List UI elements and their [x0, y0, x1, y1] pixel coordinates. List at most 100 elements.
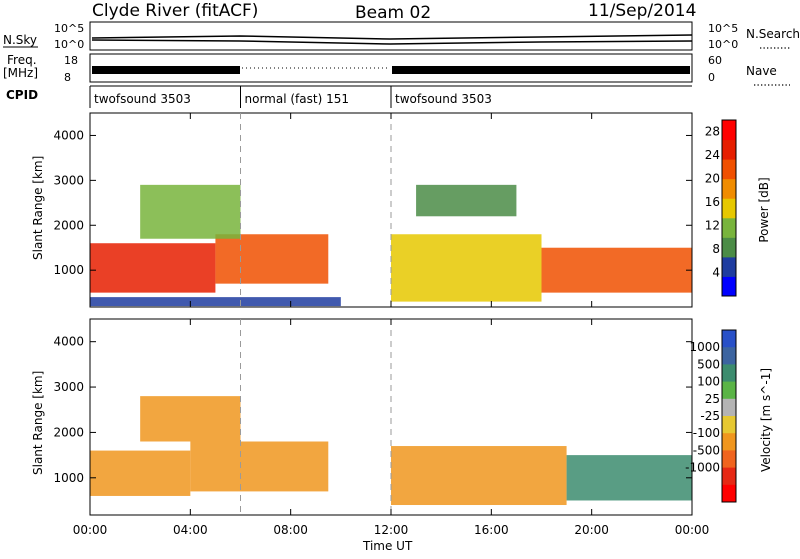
x-tick-label: 04:00: [173, 523, 208, 537]
velocity-colorbar-swatch: [722, 364, 736, 383]
noise-left-tick-bottom: 10^0: [54, 38, 84, 51]
x-tick-label: 00:00: [73, 523, 108, 537]
x-axis-tick-labels: 00:00 04:00 08:00 12:00 16:00 20:00 00:00: [73, 523, 710, 537]
power-colorbar-tick: 20: [705, 172, 720, 186]
power-colorbar-swatch: [722, 276, 736, 297]
freq-unit-label: [MHz]: [3, 66, 38, 80]
velocity-colorbar-tick: -1000: [685, 461, 720, 475]
power-colorbar-swatch: [722, 159, 736, 180]
y-tick-label: 2000: [53, 425, 84, 439]
nsky-trace: [91, 34, 693, 40]
velocity-region: [391, 446, 567, 506]
velocity-colorbar-tick: 500: [697, 357, 720, 371]
velocity-colorbar-frame: [721, 329, 737, 503]
freq-right-tick-bottom: 0: [708, 71, 715, 84]
velocity-colorbar-swatch: [722, 433, 736, 451]
velocity-colorbar: 1000 500 100 25 -25 -100 -500 -1000 Velocity [m …: [685, 329, 773, 503]
x-tick-label: 00:00: [675, 523, 710, 537]
velocity-region: [90, 450, 191, 496]
velocity-colorbar-tick: -100: [693, 426, 720, 440]
freq-panel-frame: [89, 53, 693, 83]
power-colorbar-swatch: [722, 237, 736, 258]
power-colorbar-tick: 4: [712, 266, 720, 280]
y-tick-label: 4000: [53, 335, 84, 349]
velocity-colorbar-tick: 100: [697, 375, 720, 389]
velocity-region: [566, 455, 692, 501]
cpid-segment-label: normal (fast) 151: [245, 92, 349, 106]
noise-panel-frame: [89, 21, 693, 51]
date-title: 11/Sep/2014: [588, 1, 696, 21]
x-tick-label: 12:00: [374, 523, 409, 537]
chart-panels: 1000 2000 3000 4000 1000 2000 3000 4000: [53, 112, 693, 516]
freq-left-tick-top: 18: [64, 54, 78, 67]
power-colorbar-tick: 12: [705, 219, 720, 233]
power-colorbar-swatch: [722, 120, 736, 141]
power-region: [541, 247, 692, 293]
cpid-label: CPID: [6, 88, 38, 102]
power-colorbar-tick: 28: [705, 125, 720, 139]
power-colorbar-tick: 16: [705, 195, 720, 209]
y-tick-label: 4000: [53, 128, 84, 142]
power-region: [215, 234, 329, 284]
power-colorbar-title: Power [dB]: [757, 177, 771, 242]
y-tick-label: 1000: [53, 471, 84, 485]
velocity-colorbar-swatch: [722, 484, 736, 503]
velocity-colorbar-tick: 1000: [689, 340, 720, 354]
velocity-y-axis-title: Slant Range [km]: [31, 371, 45, 475]
y-tick-label: 1000: [53, 263, 84, 277]
y-tick-label: 3000: [53, 173, 84, 187]
power-y-axis-title: Slant Range [km]: [31, 156, 45, 260]
power-panel: 1000 2000 3000 4000: [53, 112, 693, 308]
power-colorbar: 4 8 12 16 20 24 28 Power [dB]: [705, 119, 771, 297]
power-colorbar-frame: [721, 119, 737, 297]
cpid-segment-label: twofsound 3503: [395, 92, 492, 106]
power-colorbar-swatch: [722, 217, 736, 238]
power-colorbar-swatch: [722, 256, 736, 277]
velocity-region: [140, 396, 241, 442]
power-region: [416, 184, 517, 217]
x-tick-label: 08:00: [273, 523, 308, 537]
velocity-colorbar-tick: 25: [705, 392, 720, 406]
power-region: [90, 243, 216, 293]
velocity-panel: 1000 2000 3000 4000: [53, 318, 693, 516]
nave-label: Nave: [746, 64, 777, 78]
freq-band-right: [392, 66, 690, 74]
nsearch-trace: [91, 39, 693, 45]
velocity-colorbar-swatch: [722, 381, 736, 400]
noise-left-tick-top: 10^5: [54, 22, 84, 35]
velocity-colorbar-swatch: [722, 416, 736, 434]
freq-label: Freq.: [7, 53, 37, 67]
cpid-segment-label: twofsound 3503: [94, 92, 191, 106]
y-tick-label: 2000: [53, 218, 84, 232]
velocity-colorbar-swatch: [722, 398, 736, 417]
x-axis-title: Time UT: [362, 539, 413, 553]
velocity-colorbar-swatch: [722, 467, 736, 486]
noise-right-tick-top: 10^5: [708, 22, 738, 35]
colorbars: 4 8 12 16 20 24 28 Power [dB] 1000 500 100 25 -25 -10…: [685, 119, 773, 503]
velocity-colorbar-swatch: [722, 347, 736, 365]
nsearch-label: N.Search: [746, 27, 800, 41]
velocity-region: [190, 441, 329, 492]
beam-title: Beam 02: [355, 3, 431, 23]
freq-right-tick-top: 60: [708, 54, 722, 67]
power-region: [90, 297, 341, 307]
velocity-colorbar-title: Velocity [m s^-1]: [759, 368, 773, 472]
x-tick-label: 20:00: [574, 523, 609, 537]
velocity-colorbar-tick: -500: [693, 443, 720, 457]
velocity-colorbar-swatch: [722, 330, 736, 348]
power-colorbar-tick: 8: [712, 242, 720, 256]
power-region: [140, 184, 241, 239]
power-colorbar-swatch: [722, 178, 736, 199]
cpid-row: twofsound 3503 normal (fast) 151 twofsound…: [89, 85, 692, 108]
y-tick-label: 3000: [53, 380, 84, 394]
power-colorbar-swatch: [722, 198, 736, 219]
station-title: Clyde River (fitACF): [92, 1, 258, 21]
nsky-label: N.Sky: [3, 33, 37, 47]
power-region: [391, 234, 542, 302]
power-colorbar-swatch: [722, 139, 736, 160]
x-tick-label: 16:00: [474, 523, 509, 537]
noise-right-tick-bottom: 10^0: [708, 38, 738, 51]
power-colorbar-tick: 24: [705, 148, 720, 162]
velocity-colorbar-tick: -25: [700, 409, 720, 423]
